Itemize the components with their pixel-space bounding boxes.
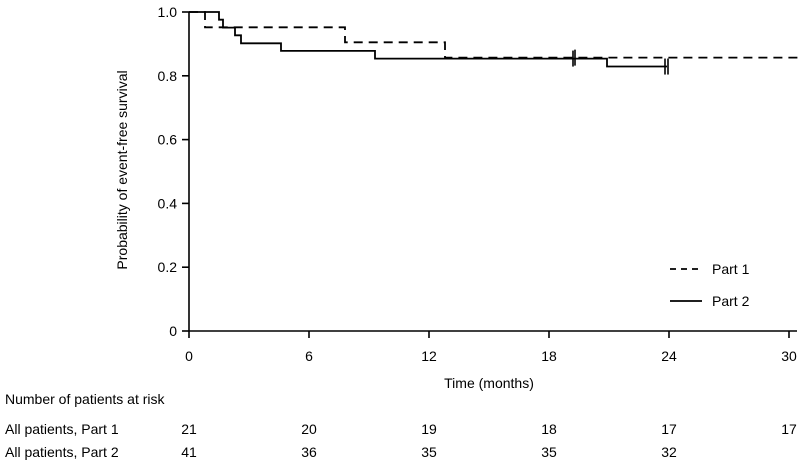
risk-value-row2-t18: 35 <box>541 444 557 460</box>
risk-value-row1-t12: 19 <box>421 421 437 437</box>
legend-label-part-1: Part 1 <box>712 261 750 277</box>
chart-axes <box>188 12 797 332</box>
censor-marks <box>572 49 669 75</box>
risk-table-title: Number of patients at risk <box>5 391 166 407</box>
y-axis-ticks: 0 0.2 0.4 0.6 0.8 1.0 <box>158 4 189 339</box>
risk-value-row2-t6: 36 <box>301 444 317 460</box>
x-axis-label: Time (months) <box>444 375 534 391</box>
legend-label-part-2: Part 2 <box>712 293 750 309</box>
x-tick-label-18: 18 <box>541 348 557 364</box>
x-tick-label-12: 12 <box>421 348 437 364</box>
survival-curve-part-2 <box>189 11 667 68</box>
y-tick-label-1-0: 1.0 <box>158 4 178 20</box>
survival-curves <box>189 11 799 68</box>
risk-value-row1-t30: 17 <box>781 421 797 437</box>
risk-table: Number of patients at risk All patients,… <box>5 391 797 460</box>
risk-row-label-part-1: All patients, Part 1 <box>5 421 119 437</box>
risk-values: 21 20 19 18 17 17 41 36 35 35 32 <box>181 421 797 460</box>
legend: Part 1 Part 2 <box>670 261 750 309</box>
survival-curve-part-1 <box>189 11 799 59</box>
y-tick-label-0-6: 0.6 <box>158 132 178 148</box>
x-tick-label-24: 24 <box>661 348 677 364</box>
y-tick-label-0-4: 0.4 <box>158 195 178 211</box>
x-axis-ticks: 0 6 12 18 24 30 <box>185 331 797 364</box>
risk-value-row2-t12: 35 <box>421 444 437 460</box>
x-tick-label-0: 0 <box>185 348 193 364</box>
risk-value-row2-t24: 32 <box>661 444 677 460</box>
y-tick-label-0-8: 0.8 <box>158 68 178 84</box>
risk-value-row2-t0: 41 <box>181 444 197 460</box>
risk-value-row1-t6: 20 <box>301 421 317 437</box>
risk-value-row1-t0: 21 <box>181 421 197 437</box>
x-tick-label-6: 6 <box>305 348 313 364</box>
risk-value-row1-t18: 18 <box>541 421 557 437</box>
y-tick-label-0-2: 0.2 <box>158 259 178 275</box>
y-axis-label: Probability of event-free survival <box>114 70 130 269</box>
y-tick-label-0: 0 <box>169 323 177 339</box>
risk-value-row1-t24: 17 <box>661 421 677 437</box>
x-tick-label-30: 30 <box>781 348 797 364</box>
risk-row-label-part-2: All patients, Part 2 <box>5 444 119 460</box>
